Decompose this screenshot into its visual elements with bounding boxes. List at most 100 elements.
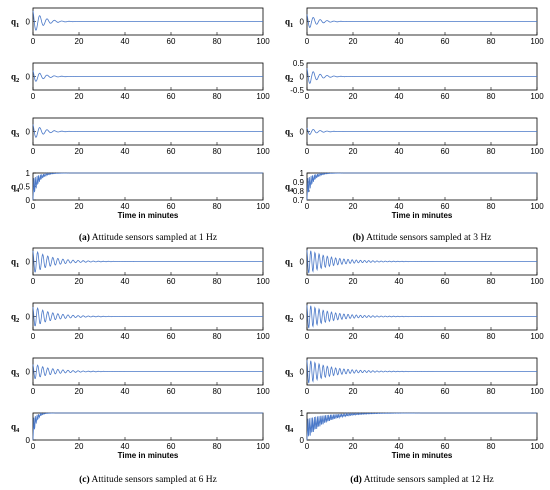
subplot-q1: 0 0 20 40 60 80 100 q1 [285, 247, 544, 286]
x-tick-label: 40 [121, 202, 130, 211]
y-tick-label: 0 [300, 312, 305, 321]
subfigure-caption: (a) Attitude sensors sampled at 1 Hz [79, 232, 217, 243]
x-tick-label: 20 [349, 277, 358, 286]
x-tick-label: 60 [441, 387, 450, 396]
x-tick-label: 20 [349, 37, 358, 46]
x-tick-label: 60 [441, 147, 450, 156]
subplot-q4: 00 20 40 60 80 100 q4 [11, 412, 270, 451]
x-tick-label: 80 [487, 37, 496, 46]
y-tick-label: 0 [300, 367, 305, 376]
x-tick-label: 20 [349, 92, 358, 101]
x-tick-label: 60 [441, 202, 450, 211]
y-tick-label: 0 [26, 436, 31, 445]
y-tick-label: 1 [300, 409, 305, 418]
x-tick-label: 40 [395, 37, 404, 46]
x-tick-label: 40 [121, 442, 130, 451]
x-tick-label: 20 [75, 277, 84, 286]
x-tick-label: 100 [256, 202, 270, 211]
y-axis-label: q3 [11, 367, 20, 380]
y-tick-label: 0.5 [293, 59, 305, 68]
y-tick-label: 0 [300, 257, 305, 266]
x-tick-label: 80 [213, 387, 222, 396]
y-tick-label: 0 [300, 127, 305, 136]
x-tick-label: 40 [395, 202, 404, 211]
subplot-q2: 0 0 20 40 60 80 100 q2 [11, 62, 270, 101]
y-axis-label: q1 [11, 17, 19, 30]
x-tick-label: 20 [75, 387, 84, 396]
x-tick-label: 20 [75, 332, 84, 341]
x-tick-label: 80 [213, 332, 222, 341]
x-tick-label: 60 [167, 387, 176, 396]
y-tick-label: 1 [300, 169, 305, 178]
subplot-q2: 0 0 20 40 60 80 100 q2 [11, 302, 270, 341]
x-tick-label: 20 [75, 92, 84, 101]
x-tick-label: 80 [487, 92, 496, 101]
x-tick-label: 100 [256, 332, 270, 341]
x-tick-label: 0 [31, 387, 36, 396]
series-line-q4 [306, 172, 537, 201]
y-tick-label: 0 [26, 312, 31, 321]
y-tick-label: 0 [300, 436, 305, 445]
x-tick-label: 60 [441, 442, 450, 451]
plot-frame [32, 172, 264, 201]
y-axis-label: q2 [285, 72, 293, 85]
y-tick-label: 0 [26, 367, 31, 376]
x-tick-label: 60 [167, 332, 176, 341]
y-axis-label: q4 [11, 182, 20, 195]
x-tick-label: 0 [305, 147, 310, 156]
x-tick-label: 40 [395, 332, 404, 341]
x-tick-label: 0 [31, 147, 36, 156]
y-axis-label: q3 [285, 367, 294, 380]
y-axis-label: q1 [285, 257, 293, 270]
subfigure-caption: (b) Attitude sensors sampled at 3 Hz [353, 232, 492, 243]
x-tick-label: 60 [167, 442, 176, 451]
series-line-q4 [32, 172, 263, 201]
y-tick-label: 0.5 [19, 182, 31, 191]
x-tick-label: 100 [530, 332, 544, 341]
y-axis-label: q4 [285, 422, 294, 435]
x-tick-label: 60 [167, 92, 176, 101]
series-line-q3 [306, 360, 537, 384]
series-line-q1 [32, 10, 263, 31]
x-tick-label: 80 [487, 202, 496, 211]
x-tick-label: 0 [305, 37, 310, 46]
series-line-q1 [306, 250, 537, 274]
series-line-q1 [306, 14, 537, 29]
y-tick-label: 0 [300, 72, 305, 81]
x-tick-label: 0 [31, 92, 36, 101]
x-tick-label: 100 [256, 37, 270, 46]
x-tick-label: 60 [167, 37, 176, 46]
series-line-q3 [32, 124, 263, 138]
x-tick-label: 80 [213, 442, 222, 451]
x-tick-label: 40 [121, 277, 130, 286]
x-tick-label: 100 [530, 147, 544, 156]
x-tick-label: 20 [75, 202, 84, 211]
x-tick-label: 60 [441, 92, 450, 101]
y-tick-label: 0.9 [293, 178, 305, 187]
x-tick-label: 20 [349, 202, 358, 211]
series-line-q3 [32, 364, 263, 379]
x-tick-label: 80 [487, 442, 496, 451]
y-tick-label: -0.5 [290, 86, 304, 95]
x-tick-label: 40 [121, 387, 130, 396]
x-tick-label: 100 [530, 387, 544, 396]
x-tick-label: 20 [349, 332, 358, 341]
x-tick-label: 40 [121, 92, 130, 101]
x-tick-label: 80 [213, 92, 222, 101]
x-tick-label: 80 [213, 147, 222, 156]
x-tick-label: 0 [31, 442, 36, 451]
x-tick-label: 40 [121, 332, 130, 341]
x-tick-label: 0 [31, 202, 36, 211]
x-tick-label: 80 [487, 387, 496, 396]
y-axis-label: q4 [11, 422, 20, 435]
x-tick-label: 60 [441, 277, 450, 286]
series-line-q4 [32, 412, 263, 441]
plot-frame [306, 172, 538, 201]
